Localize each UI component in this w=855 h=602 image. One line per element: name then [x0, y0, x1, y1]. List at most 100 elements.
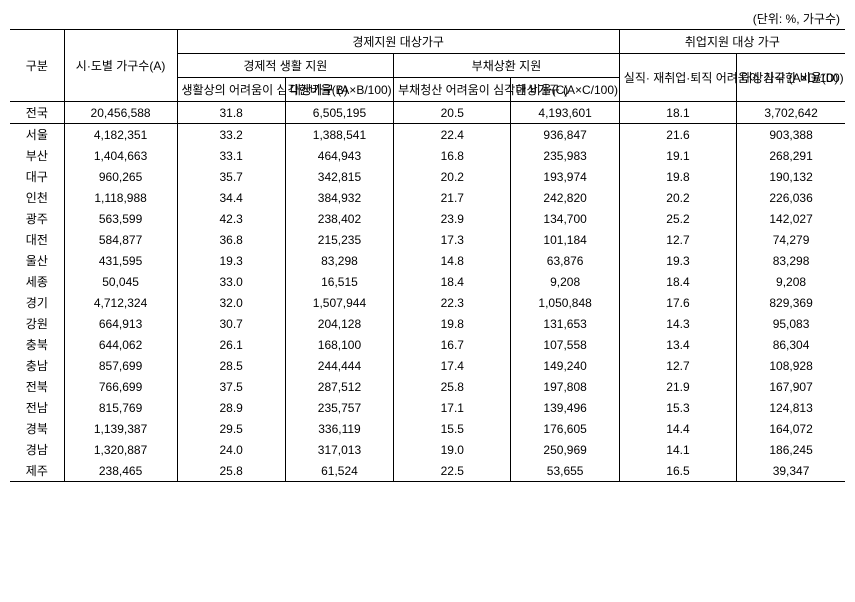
- cell-AD: 39,347: [737, 460, 845, 482]
- cell-AB: 204,128: [285, 313, 393, 334]
- header-econ-life: 경제적 생활 지원: [177, 54, 394, 78]
- cell-A: 50,045: [64, 271, 177, 292]
- cell-B: 28.5: [177, 355, 285, 376]
- cell-C: 22.3: [394, 292, 511, 313]
- cell-region: 대구: [10, 166, 64, 187]
- cell-A: 4,182,351: [64, 124, 177, 146]
- table-row: 전국20,456,58831.86,505,19520.54,193,60118…: [10, 102, 845, 124]
- cell-D: 15.3: [619, 397, 736, 418]
- cell-AB: 168,100: [285, 334, 393, 355]
- cell-AD: 124,813: [737, 397, 845, 418]
- cell-AD: 903,388: [737, 124, 845, 146]
- table-row: 대구960,26535.7342,81520.2193,97419.8190,1…: [10, 166, 845, 187]
- table-row: 서울4,182,35133.21,388,54122.4936,84721.69…: [10, 124, 845, 146]
- cell-AD: 226,036: [737, 187, 845, 208]
- cell-region: 광주: [10, 208, 64, 229]
- cell-AB: 16,515: [285, 271, 393, 292]
- cell-AC: 149,240: [511, 355, 619, 376]
- unit-label: (단위: %, 가구수): [10, 10, 845, 27]
- cell-A: 563,599: [64, 208, 177, 229]
- cell-region: 전국: [10, 102, 64, 124]
- header-division: 구분: [10, 30, 64, 102]
- cell-C: 20.5: [394, 102, 511, 124]
- cell-AD: 190,132: [737, 166, 845, 187]
- header-AB: 대상가구 (A×B/100): [285, 78, 393, 102]
- cell-D: 21.6: [619, 124, 736, 146]
- cell-B: 19.3: [177, 250, 285, 271]
- cell-D: 20.2: [619, 187, 736, 208]
- cell-AC: 63,876: [511, 250, 619, 271]
- cell-AB: 61,524: [285, 460, 393, 482]
- cell-C: 17.1: [394, 397, 511, 418]
- data-table: 구분 시·도별 가구수(A) 경제지원 대상가구 취업지원 대상 가구 경제적 …: [10, 29, 845, 482]
- cell-C: 19.8: [394, 313, 511, 334]
- cell-B: 33.2: [177, 124, 285, 146]
- cell-A: 4,712,324: [64, 292, 177, 313]
- header-B: 생활상의 어려움이 심각한비율(B): [177, 78, 285, 102]
- cell-AB: 215,235: [285, 229, 393, 250]
- table-row: 충남857,69928.5244,44417.4149,24012.7108,9…: [10, 355, 845, 376]
- cell-B: 33.1: [177, 145, 285, 166]
- cell-A: 664,913: [64, 313, 177, 334]
- cell-A: 766,699: [64, 376, 177, 397]
- cell-region: 전북: [10, 376, 64, 397]
- cell-B: 25.8: [177, 460, 285, 482]
- cell-AC: 250,969: [511, 439, 619, 460]
- cell-AB: 342,815: [285, 166, 393, 187]
- cell-D: 18.1: [619, 102, 736, 124]
- cell-D: 14.3: [619, 313, 736, 334]
- table-row: 대전584,87736.8215,23517.3101,18412.774,27…: [10, 229, 845, 250]
- cell-C: 21.7: [394, 187, 511, 208]
- cell-B: 29.5: [177, 418, 285, 439]
- cell-AD: 186,245: [737, 439, 845, 460]
- cell-region: 경북: [10, 418, 64, 439]
- cell-AB: 336,119: [285, 418, 393, 439]
- cell-AC: 53,655: [511, 460, 619, 482]
- cell-C: 23.9: [394, 208, 511, 229]
- header-A: 시·도별 가구수(A): [64, 30, 177, 102]
- cell-AD: 3,702,642: [737, 102, 845, 124]
- cell-AD: 83,298: [737, 250, 845, 271]
- cell-D: 12.7: [619, 229, 736, 250]
- cell-D: 25.2: [619, 208, 736, 229]
- cell-D: 14.4: [619, 418, 736, 439]
- cell-D: 16.5: [619, 460, 736, 482]
- cell-C: 16.8: [394, 145, 511, 166]
- cell-AD: 9,208: [737, 271, 845, 292]
- cell-AB: 384,932: [285, 187, 393, 208]
- cell-A: 431,595: [64, 250, 177, 271]
- cell-region: 울산: [10, 250, 64, 271]
- table-row: 광주563,59942.3238,40223.9134,70025.2142,0…: [10, 208, 845, 229]
- table-row: 제주238,46525.861,52422.553,65516.539,347: [10, 460, 845, 482]
- cell-C: 22.5: [394, 460, 511, 482]
- table-row: 울산431,59519.383,29814.863,87619.383,298: [10, 250, 845, 271]
- table-row: 경남1,320,88724.0317,01319.0250,96914.1186…: [10, 439, 845, 460]
- cell-region: 전남: [10, 397, 64, 418]
- cell-AB: 6,505,195: [285, 102, 393, 124]
- cell-A: 960,265: [64, 166, 177, 187]
- cell-C: 16.7: [394, 334, 511, 355]
- cell-A: 644,062: [64, 334, 177, 355]
- table-row: 전남815,76928.9235,75717.1139,49615.3124,8…: [10, 397, 845, 418]
- cell-region: 강원: [10, 313, 64, 334]
- cell-B: 33.0: [177, 271, 285, 292]
- cell-B: 37.5: [177, 376, 285, 397]
- cell-D: 18.4: [619, 271, 736, 292]
- cell-AD: 164,072: [737, 418, 845, 439]
- cell-B: 35.7: [177, 166, 285, 187]
- cell-AC: 936,847: [511, 124, 619, 146]
- table-row: 인천1,118,98834.4384,93221.7242,82020.2226…: [10, 187, 845, 208]
- table-row: 강원664,91330.7204,12819.8131,65314.395,08…: [10, 313, 845, 334]
- cell-B: 36.8: [177, 229, 285, 250]
- header-D: 실직· 재취업·퇴직 어려움이 심각한 비율(D): [619, 54, 736, 102]
- cell-region: 서울: [10, 124, 64, 146]
- cell-C: 25.8: [394, 376, 511, 397]
- cell-AD: 74,279: [737, 229, 845, 250]
- cell-AC: 139,496: [511, 397, 619, 418]
- cell-A: 584,877: [64, 229, 177, 250]
- cell-AC: 1,050,848: [511, 292, 619, 313]
- cell-C: 17.4: [394, 355, 511, 376]
- cell-B: 24.0: [177, 439, 285, 460]
- header-debt: 부채상환 지원: [394, 54, 620, 78]
- cell-region: 경남: [10, 439, 64, 460]
